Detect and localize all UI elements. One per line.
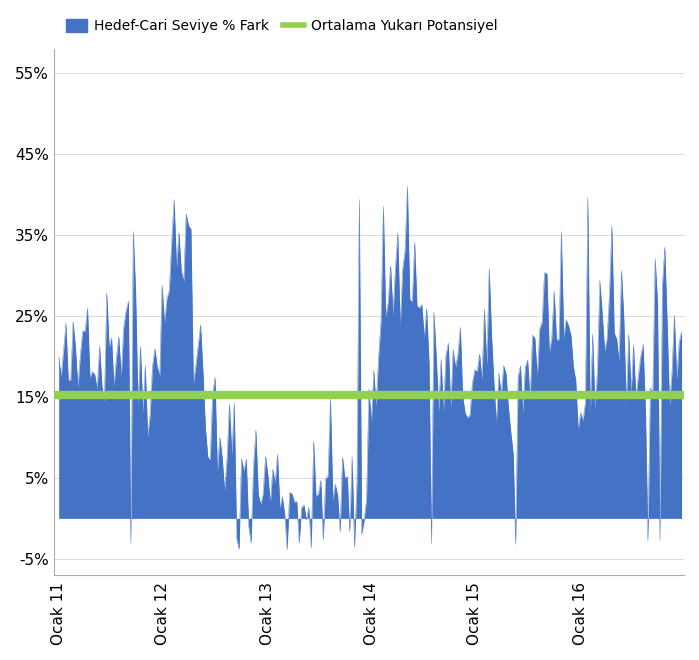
Legend: Hedef-Cari Seviye % Fark, Ortalama Yukarı Potansiyel: Hedef-Cari Seviye % Fark, Ortalama Yukar…	[61, 14, 503, 39]
